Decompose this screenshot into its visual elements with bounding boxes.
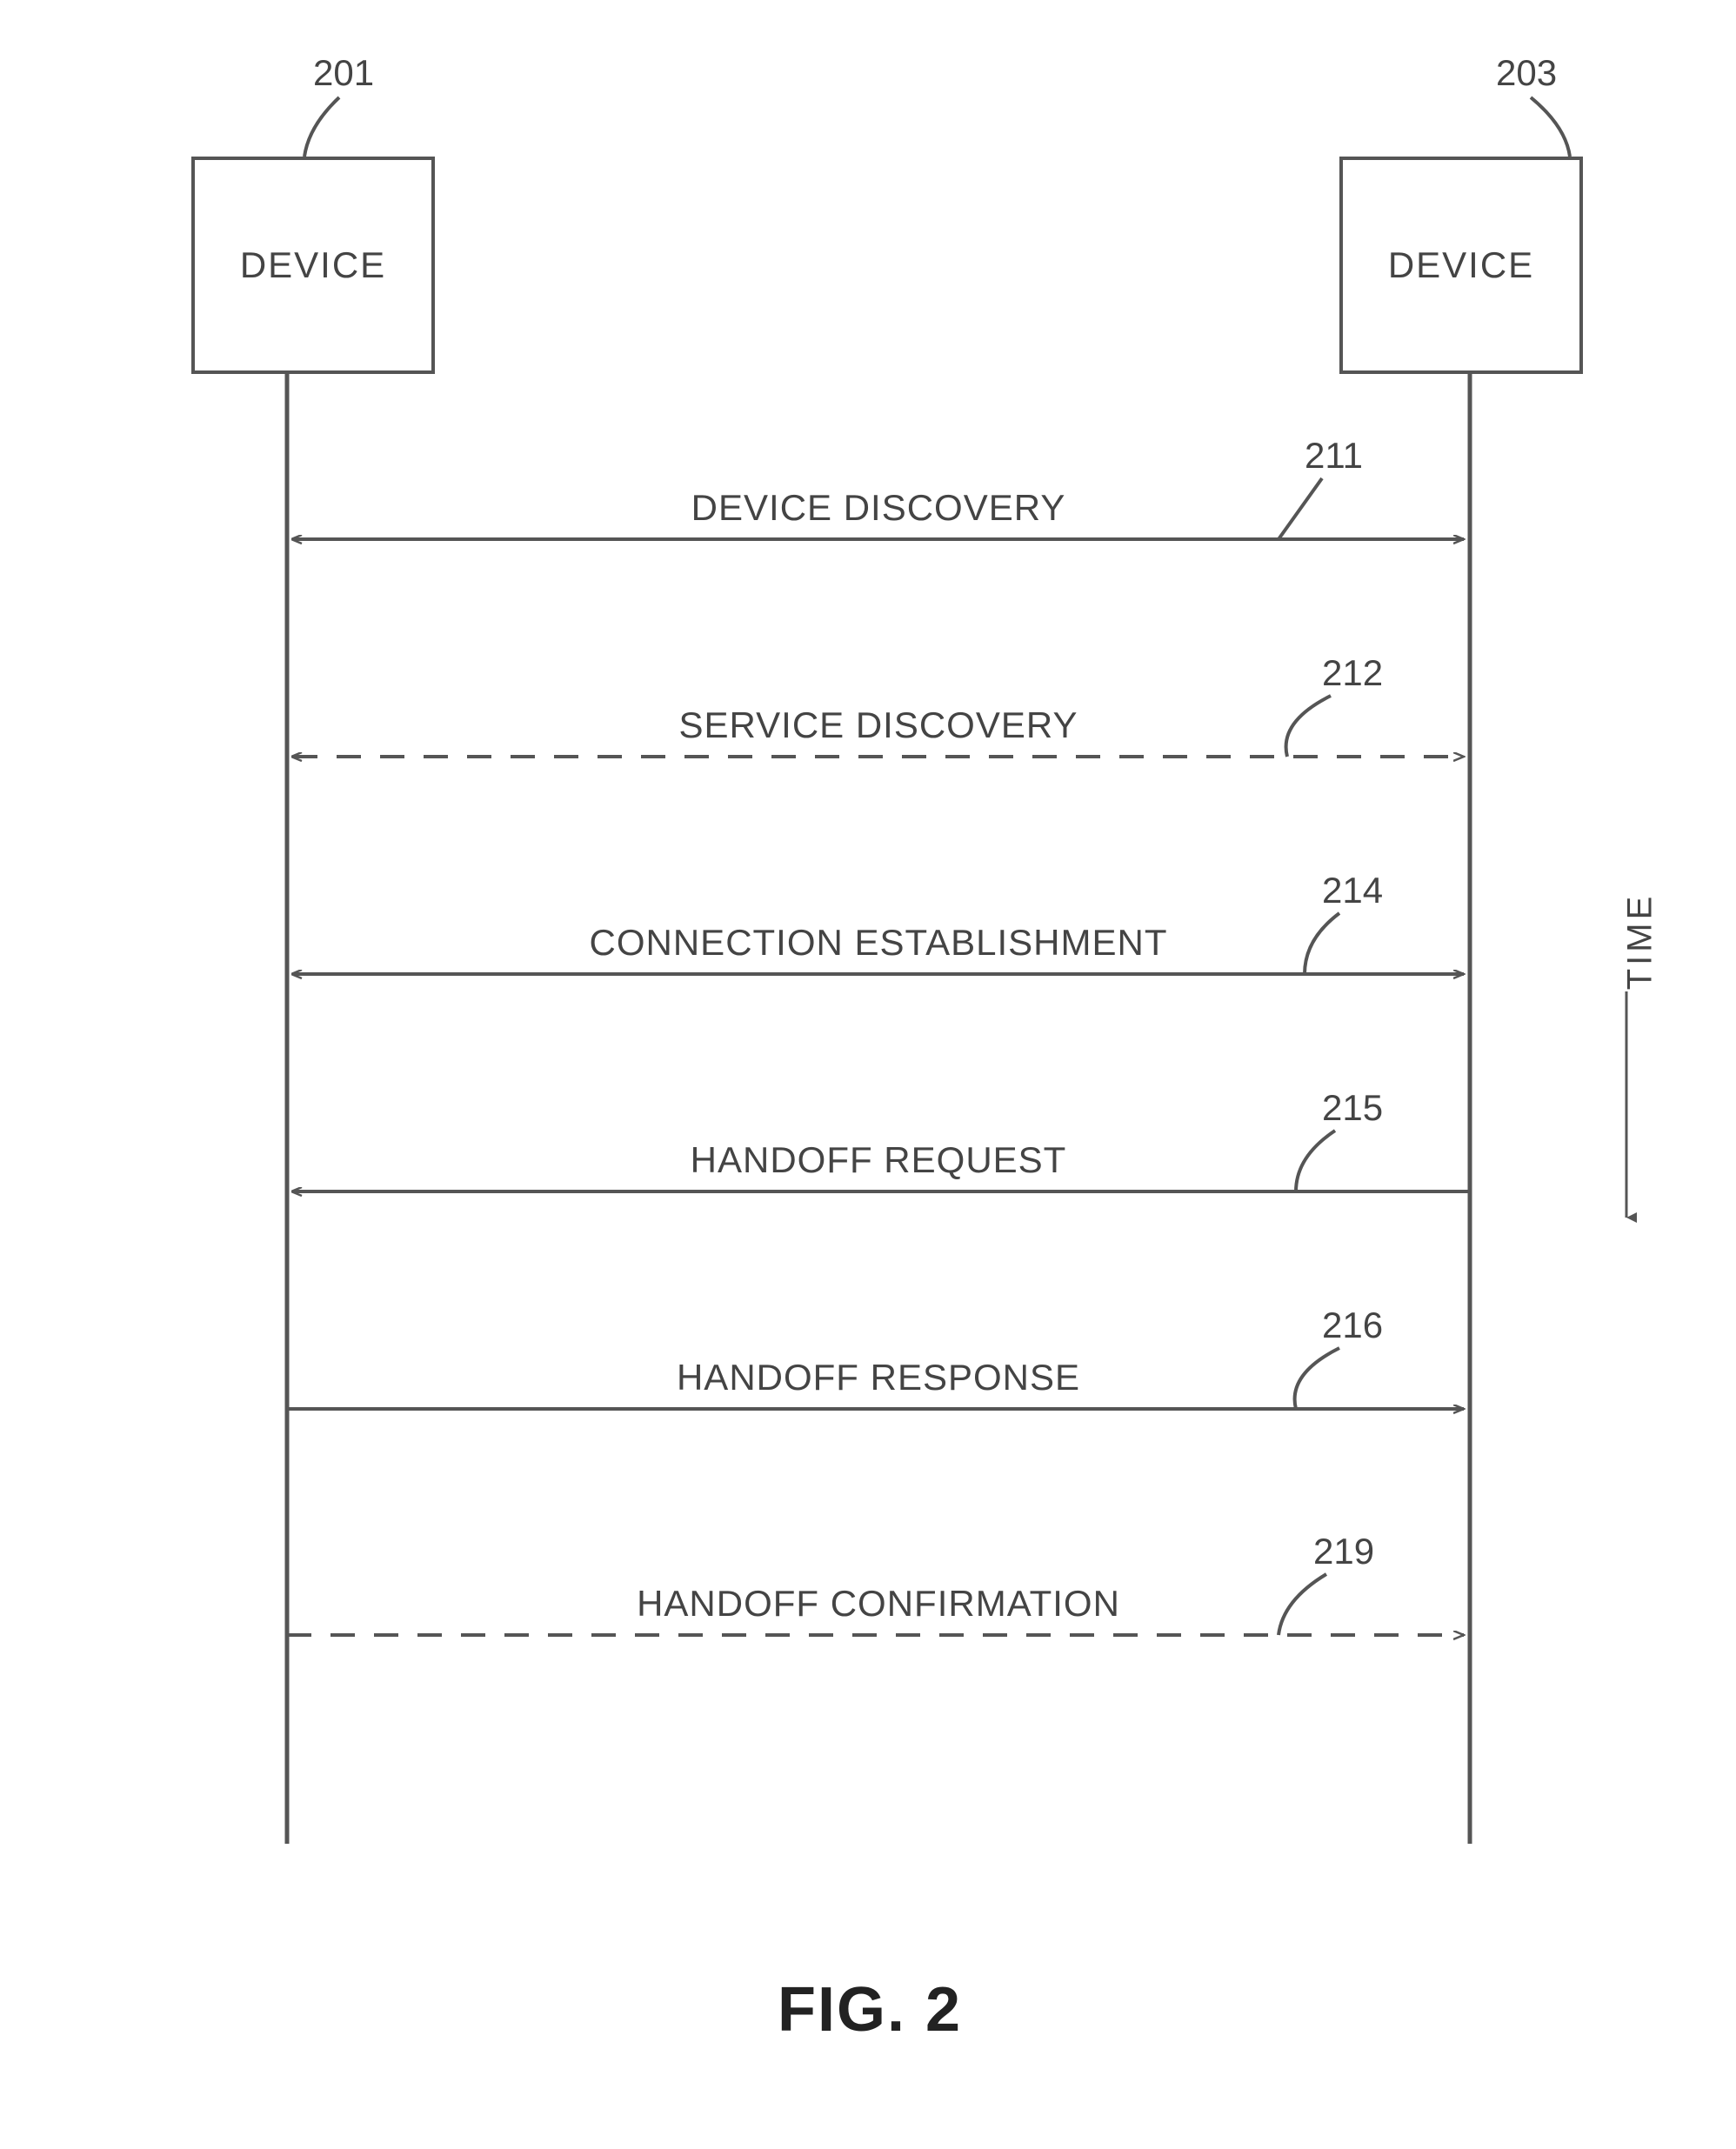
msg-service-discovery-label: SERVICE DISCOVERY [679,704,1078,746]
ref-211: 211 [1305,435,1363,477]
ref-216: 216 [1322,1305,1383,1346]
ref-214: 214 [1322,870,1383,911]
msg-handoff-confirmation-label: HANDOFF CONFIRMATION [637,1583,1120,1625]
ref-215: 215 [1322,1087,1383,1129]
diagram-canvas: DEVICE DEVICE 201 203 [0,0,1736,2149]
diagram-svg [0,0,1736,2149]
figure-label: FIG. 2 [778,1974,962,2046]
msg-handoff-response-label: HANDOFF RESPONSE [677,1357,1080,1398]
time-axis-label: TIME [1620,893,1659,991]
ref-219: 219 [1313,1531,1374,1572]
msg-connection-establishment-label: CONNECTION ESTABLISHMENT [590,922,1168,964]
ref-212: 212 [1322,652,1383,694]
msg-device-discovery-label: DEVICE DISCOVERY [691,487,1066,529]
msg-handoff-request-label: HANDOFF REQUEST [691,1139,1067,1181]
